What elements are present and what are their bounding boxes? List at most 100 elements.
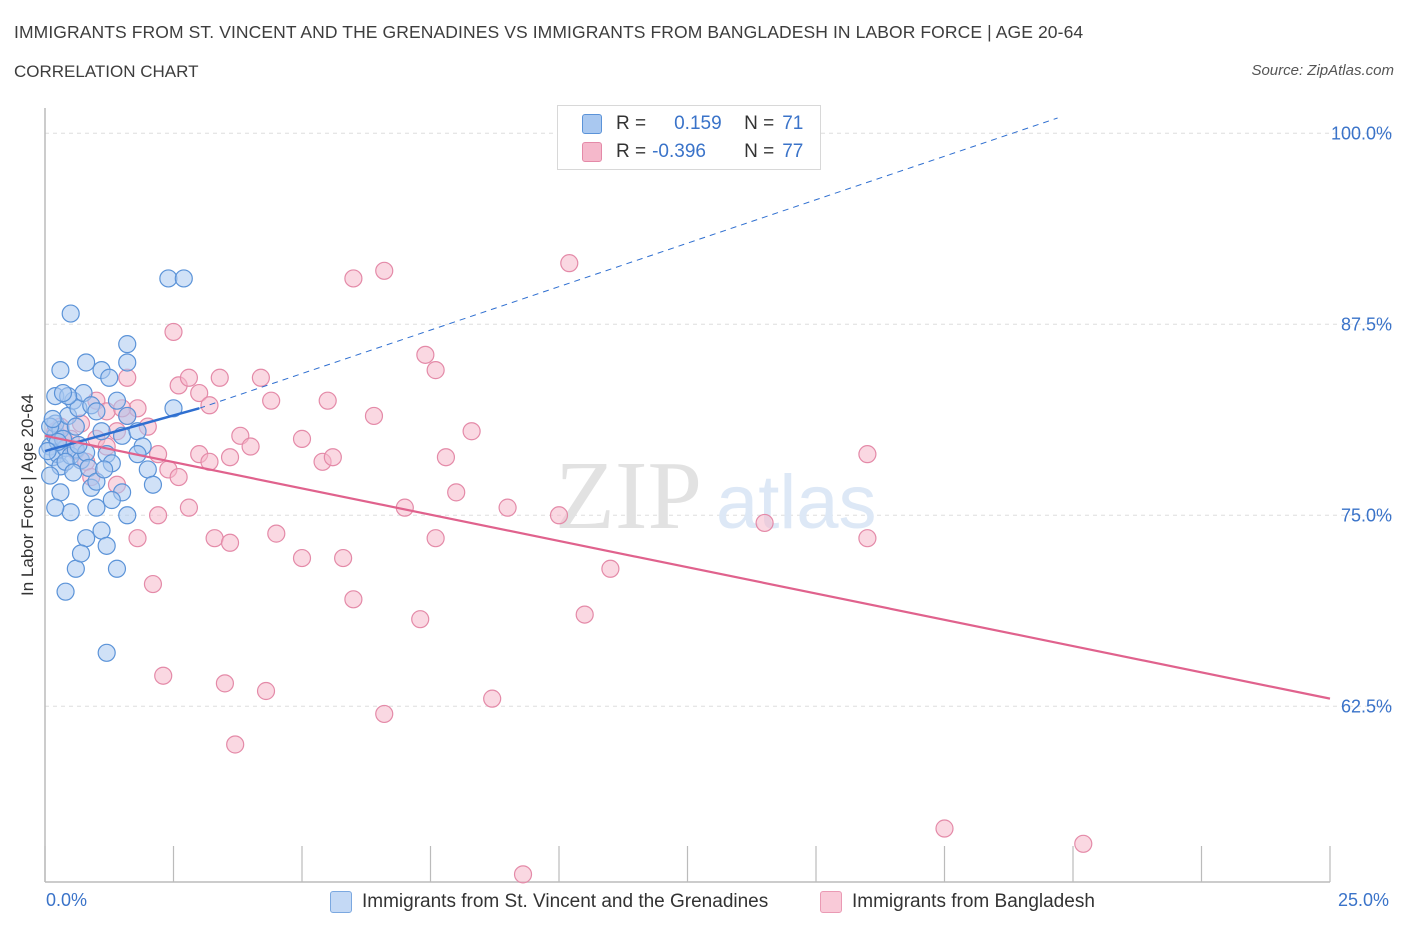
data-point-st-vincent bbox=[118, 335, 137, 354]
data-point-bangladesh bbox=[179, 368, 199, 387]
data-point-bangladesh bbox=[858, 529, 877, 548]
data-point-bangladesh bbox=[858, 445, 877, 464]
bottom-legend-swatch-bangladesh bbox=[820, 891, 842, 913]
trend-lines bbox=[44, 117, 1331, 700]
data-point-st-vincent bbox=[87, 402, 106, 421]
data-point-bangladesh bbox=[1074, 834, 1093, 853]
data-point-bangladesh bbox=[200, 396, 219, 415]
data-point-st-vincent bbox=[159, 269, 178, 288]
data-point-bangladesh bbox=[375, 704, 394, 724]
data-point-st-vincent bbox=[41, 466, 60, 485]
data-point-st-vincent bbox=[97, 536, 116, 555]
data-point-st-vincent bbox=[118, 406, 137, 426]
data-point-st-vincent bbox=[66, 417, 85, 436]
data-point-st-vincent bbox=[53, 383, 73, 403]
data-point-st-vincent bbox=[46, 498, 65, 517]
data-point-bangladesh bbox=[164, 322, 183, 342]
trend-line-st-vincent bbox=[44, 407, 200, 453]
data-point-bangladesh bbox=[267, 524, 286, 543]
data-point-bangladesh bbox=[169, 467, 188, 487]
data-point-bangladesh bbox=[344, 590, 363, 609]
data-point-bangladesh bbox=[436, 448, 456, 467]
data-point-bangladesh bbox=[375, 261, 394, 280]
y-tick-label: 62.5% bbox=[1341, 696, 1392, 716]
data-point-st-vincent bbox=[107, 559, 127, 578]
data-point-bangladesh bbox=[601, 559, 620, 578]
data-point-bangladesh bbox=[344, 269, 363, 288]
data-point-bangladesh bbox=[498, 498, 517, 517]
data-point-bangladesh bbox=[251, 368, 270, 387]
legend-row-st-vincent: R = 0.159 N = 71 bbox=[582, 111, 803, 137]
data-point-bangladesh bbox=[411, 610, 430, 629]
data-point-bangladesh bbox=[148, 506, 168, 525]
data-point-bangladesh bbox=[241, 437, 260, 456]
data-point-st-vincent bbox=[61, 304, 80, 323]
y-tick-label: 100.0% bbox=[1331, 123, 1392, 143]
data-point-st-vincent bbox=[174, 269, 193, 288]
data-point-st-vincent bbox=[51, 361, 70, 380]
source-credit: Source: ZipAtlas.com bbox=[1251, 62, 1394, 79]
y-tick-label: 87.5% bbox=[1341, 314, 1392, 334]
data-point-bangladesh bbox=[364, 406, 384, 426]
chart-subtitle: CORRELATION CHART bbox=[14, 62, 199, 81]
data-point-bangladesh bbox=[462, 422, 481, 441]
data-point-st-vincent bbox=[92, 521, 111, 540]
x-tick-min: 0.0% bbox=[46, 890, 88, 910]
data-point-st-vincent bbox=[118, 353, 137, 372]
data-point-st-vincent bbox=[118, 506, 137, 525]
legend-swatch-bangladesh bbox=[582, 142, 602, 162]
data-point-bangladesh bbox=[154, 666, 173, 685]
data-point-bangladesh bbox=[483, 689, 502, 708]
data-point-st-vincent bbox=[143, 475, 163, 494]
legend-n-label: N = bbox=[744, 141, 775, 162]
chart-title: IMMIGRANTS FROM ST. VINCENT AND THE GREN… bbox=[14, 22, 1084, 42]
data-point-st-vincent bbox=[138, 460, 157, 479]
gridlines bbox=[45, 132, 1392, 707]
data-point-st-vincent bbox=[100, 368, 119, 387]
data-point-bangladesh bbox=[128, 529, 147, 548]
legend-r-value: -0.396 bbox=[652, 141, 706, 162]
data-point-bangladesh bbox=[560, 254, 579, 273]
y-tick-labels: 62.5% 75.0% 87.5% 100.0% bbox=[1331, 123, 1392, 716]
data-point-st-vincent bbox=[107, 391, 127, 410]
data-point-st-vincent bbox=[56, 582, 75, 601]
data-point-bangladesh bbox=[292, 548, 312, 568]
data-point-bangladesh bbox=[549, 506, 569, 525]
data-point-st-vincent bbox=[77, 353, 96, 372]
data-point-st-vincent bbox=[51, 483, 70, 502]
data-point-bangladesh bbox=[334, 548, 353, 568]
data-point-bangladesh bbox=[426, 361, 445, 380]
data-point-bangladesh bbox=[575, 605, 594, 624]
data-point-bangladesh bbox=[262, 391, 281, 410]
y-axis-label: In Labor Force | Age 20-64 bbox=[18, 394, 37, 596]
legend-r-label: R = bbox=[616, 113, 647, 134]
data-point-st-vincent bbox=[61, 503, 80, 522]
x-tick-max: 25.0% bbox=[1338, 890, 1390, 910]
watermark-atlas: atlas bbox=[716, 460, 877, 545]
data-point-bangladesh bbox=[256, 681, 276, 701]
bottom-legend-label-st-vincent: Immigrants from St. Vincent and the Gren… bbox=[362, 891, 769, 912]
data-point-bangladesh bbox=[416, 345, 435, 364]
legend-swatch-st-vincent bbox=[582, 114, 602, 134]
data-point-bangladesh bbox=[292, 429, 312, 448]
data-point-st-vincent bbox=[164, 399, 183, 418]
stats-legend: R = 0.159 N = 71 R = -0.396 N = 77 bbox=[557, 105, 821, 170]
watermark: ZIP atlas bbox=[555, 442, 877, 550]
data-point-bangladesh bbox=[426, 529, 445, 548]
bottom-legend-st-vincent: Immigrants from St. Vincent and the Gren… bbox=[330, 888, 768, 916]
data-point-st-vincent bbox=[66, 559, 85, 578]
legend-row-bangladesh: R = -0.396 N = 77 bbox=[582, 139, 803, 165]
data-point-st-vincent bbox=[64, 463, 83, 482]
data-point-bangladesh bbox=[447, 483, 466, 502]
data-point-bangladesh bbox=[179, 498, 199, 517]
data-point-bangladesh bbox=[220, 533, 240, 552]
bottom-legend-swatch-st-vincent bbox=[330, 891, 352, 913]
data-point-st-vincent bbox=[95, 460, 114, 479]
data-point-st-vincent bbox=[97, 643, 116, 662]
series-bangladesh-points bbox=[46, 254, 1093, 884]
legend-n-label: N = bbox=[744, 113, 775, 134]
data-point-st-vincent bbox=[71, 544, 91, 563]
trend-line-bangladesh bbox=[44, 434, 1331, 700]
y-tick-label: 75.0% bbox=[1341, 505, 1392, 525]
